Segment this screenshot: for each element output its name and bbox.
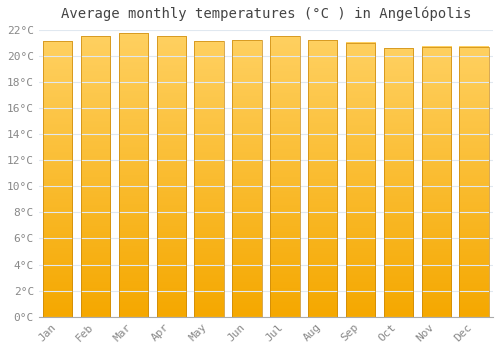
Bar	[81, 36, 110, 317]
Bar	[422, 47, 451, 317]
Title: Average monthly temperatures (°C ) in Angelópolis: Average monthly temperatures (°C ) in An…	[60, 7, 471, 21]
Bar	[118, 34, 148, 317]
Bar	[308, 40, 338, 317]
Bar	[270, 36, 300, 317]
Bar	[460, 47, 489, 317]
Bar	[156, 36, 186, 317]
Bar	[384, 48, 413, 317]
Bar	[43, 41, 72, 317]
Bar	[194, 41, 224, 317]
Bar	[346, 43, 376, 317]
Bar	[232, 40, 262, 317]
